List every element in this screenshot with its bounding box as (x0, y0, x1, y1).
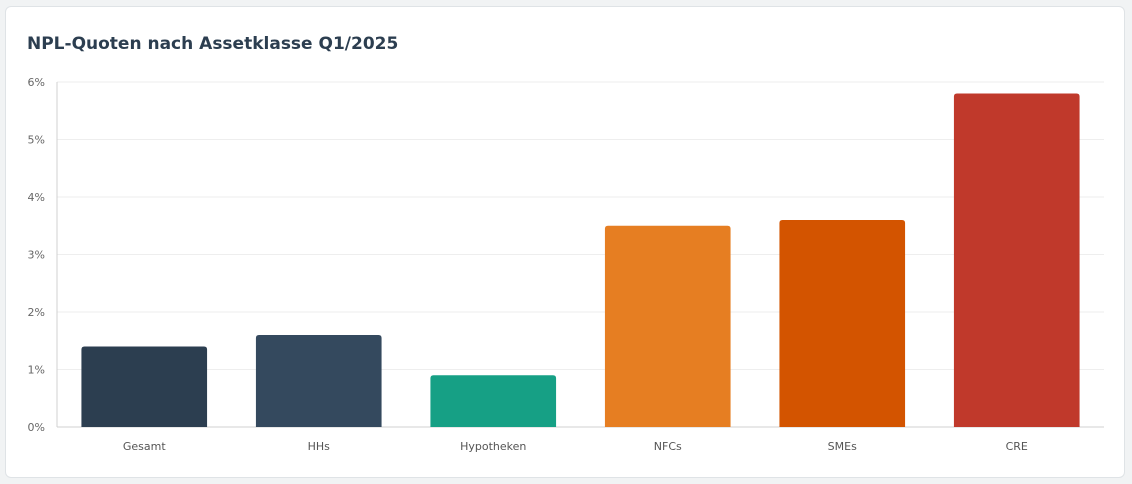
x-tick-label: NFCs (654, 440, 682, 453)
y-tick-label: 2% (28, 306, 45, 319)
bar-cre[interactable] (953, 93, 1080, 428)
gridlines (57, 81, 1104, 370)
bar-nfcs[interactable] (604, 225, 731, 427)
axes (56, 82, 1104, 428)
bar-hypotheken[interactable] (430, 375, 557, 427)
y-tick-label: 4% (28, 191, 45, 204)
y-tick-label: 0% (28, 421, 45, 434)
y-tick-label: 5% (28, 134, 45, 147)
bars (81, 93, 1080, 428)
bar-hhs[interactable] (255, 335, 382, 427)
x-tick-label: CRE (1006, 440, 1028, 453)
chart-title: NPL-Quoten nach Assetklasse Q1/2025 (27, 34, 399, 54)
y-tick-label: 3% (28, 249, 45, 262)
labels: 0% 1% 2% 3% 4% 5% 6% Gesamt HHs Hypotheken NFCs SME… (28, 76, 1028, 453)
y-tick-label: 1% (28, 364, 45, 377)
x-tick-label: Hypotheken (460, 440, 526, 453)
x-tick-label: HHs (308, 440, 331, 453)
bar-smes[interactable] (779, 220, 906, 427)
x-tick-label: Gesamt (123, 440, 166, 453)
x-tick-label: SMEs (828, 440, 857, 453)
y-tick-label: 6% (28, 76, 45, 89)
bar-gesamt[interactable] (81, 346, 208, 428)
